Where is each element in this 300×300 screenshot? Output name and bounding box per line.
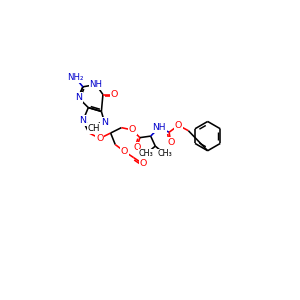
Text: O: O [96,134,103,143]
Text: N: N [101,118,108,127]
Text: O: O [167,138,174,147]
Text: O: O [139,159,147,168]
Text: CH: CH [87,124,100,133]
Text: O: O [133,143,140,152]
Text: N: N [75,93,82,102]
Text: O: O [111,90,118,99]
Text: O: O [175,121,182,130]
Text: NH: NH [89,80,103,89]
Text: NH₂: NH₂ [67,73,83,82]
Text: CH₃: CH₃ [139,149,153,158]
Text: NH: NH [152,123,166,132]
Text: O: O [121,147,128,156]
Text: CH₃: CH₃ [157,149,172,158]
Text: O: O [128,125,136,134]
Text: N: N [80,116,86,125]
